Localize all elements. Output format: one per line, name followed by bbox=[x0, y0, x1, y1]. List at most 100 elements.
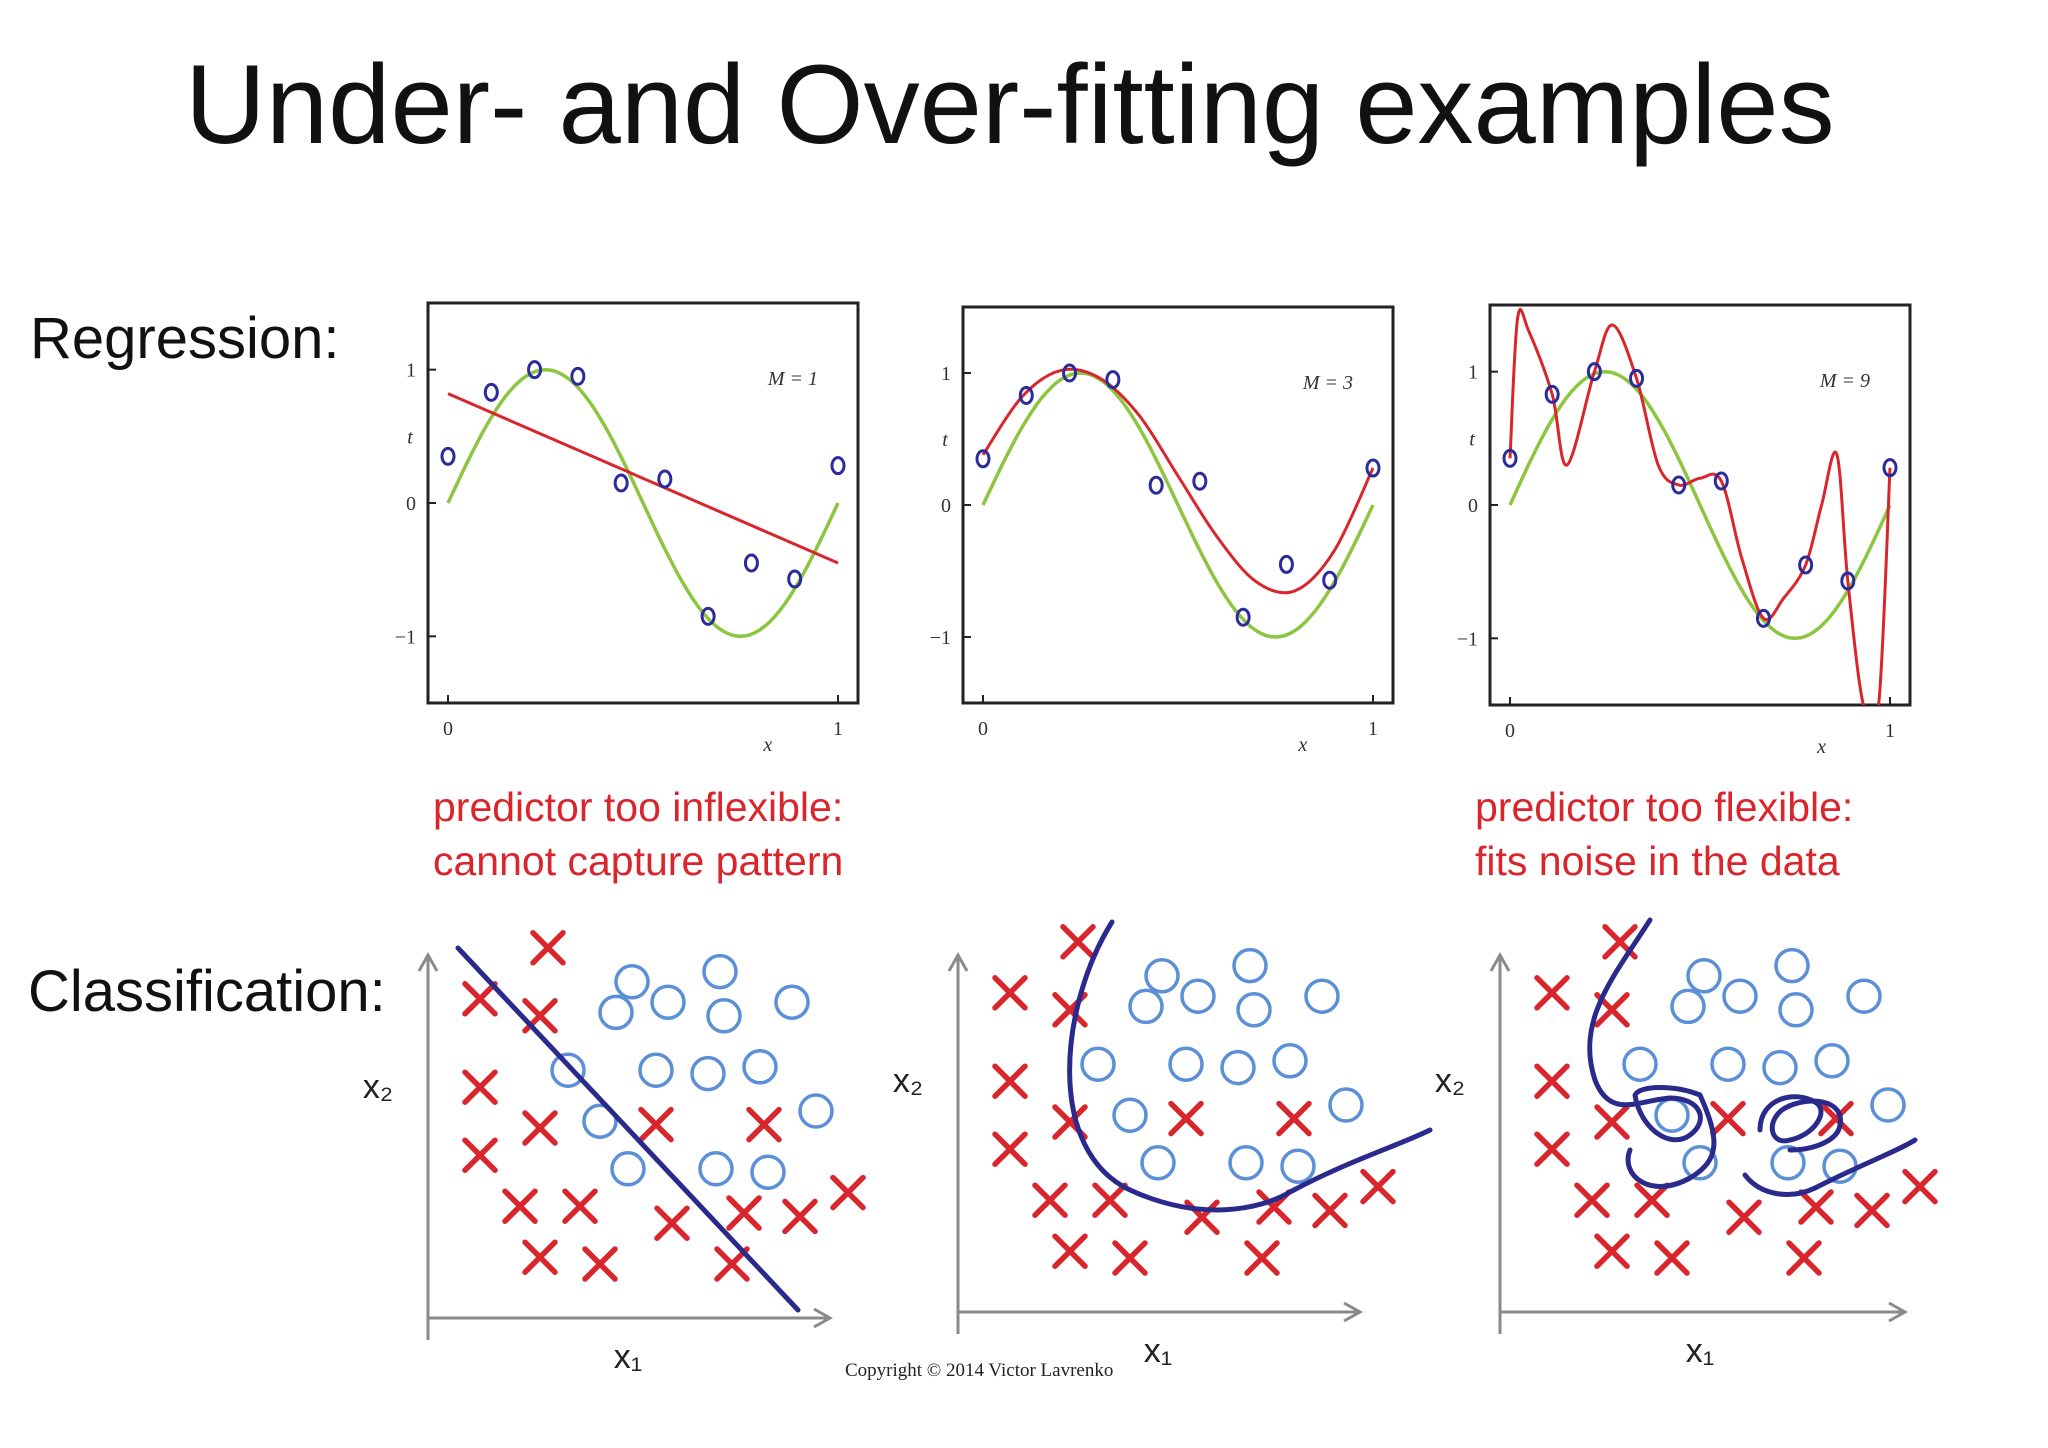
class-cross-point bbox=[1534, 1131, 1570, 1167]
class-cross-point bbox=[1710, 1100, 1746, 1137]
data-point bbox=[1840, 571, 1856, 591]
class-cross-point bbox=[1092, 1182, 1128, 1218]
class-cross-point bbox=[1634, 1182, 1670, 1218]
class-circle-point bbox=[598, 994, 634, 1031]
class-cross-point bbox=[502, 1188, 538, 1224]
class-cross-point bbox=[1244, 1240, 1280, 1276]
class-circle-point bbox=[1112, 1097, 1148, 1133]
x-axis-label: x bbox=[1297, 734, 1307, 756]
class-circle-point bbox=[1814, 1043, 1850, 1079]
data-point bbox=[613, 473, 629, 493]
data-point bbox=[830, 456, 846, 476]
data-point bbox=[1365, 458, 1381, 478]
class-circle-point bbox=[1080, 1046, 1116, 1082]
x-tick-label: 0 bbox=[443, 718, 453, 740]
data-point bbox=[570, 366, 586, 386]
x1-axis-label: x₁ bbox=[1686, 1332, 1714, 1370]
decision-boundary bbox=[1067, 919, 1433, 1213]
class-cross-point bbox=[530, 930, 566, 966]
x2-axis-label: x₂ bbox=[363, 1068, 393, 1106]
true-function-curve bbox=[981, 371, 1375, 639]
class-cross-point bbox=[1854, 1192, 1890, 1229]
slide-title: Under- and Over-fitting examples bbox=[185, 42, 1835, 167]
class-circle-point bbox=[1682, 1145, 1718, 1181]
class-cross-point bbox=[992, 1063, 1028, 1099]
class-cross-point bbox=[1276, 1100, 1312, 1137]
class-circle-point bbox=[1778, 992, 1814, 1028]
x-tick-label: 1 bbox=[1885, 720, 1895, 742]
class-circle-point bbox=[1168, 1046, 1204, 1082]
class-cross-point bbox=[830, 1174, 866, 1211]
data-point bbox=[787, 569, 803, 589]
class-cross-point bbox=[1112, 1240, 1148, 1276]
class-cross-point bbox=[1798, 1189, 1834, 1225]
class-circle-point bbox=[550, 1052, 586, 1088]
underfit-caption-line-1: predictor too inflexible: bbox=[433, 784, 844, 830]
class-circle-point bbox=[1710, 1046, 1746, 1082]
classification-row-label: Classification: bbox=[28, 959, 386, 1024]
class-cross-point bbox=[782, 1198, 818, 1235]
class-cross-point bbox=[462, 1069, 498, 1105]
class-circle-point bbox=[1280, 1148, 1316, 1184]
x1-axis-label: x₁ bbox=[614, 1338, 642, 1376]
class-cross-point bbox=[1818, 1100, 1854, 1137]
class-circle-point bbox=[1846, 978, 1882, 1014]
class-circle-point bbox=[1686, 958, 1722, 994]
class-cross-point bbox=[1052, 1233, 1088, 1269]
y-axis-label: t bbox=[1469, 428, 1475, 450]
overfit-caption: predictor too flexible: fits noise in th… bbox=[1475, 780, 1853, 888]
class-circle-point bbox=[706, 998, 742, 1034]
data-point bbox=[1502, 448, 1518, 468]
x2-axis-arrow bbox=[947, 951, 969, 972]
class-circle-point bbox=[1722, 978, 1758, 1014]
y-tick-label: 1 bbox=[1468, 362, 1478, 384]
class-cross-point bbox=[1360, 1168, 1396, 1205]
class-cross-point bbox=[992, 975, 1028, 1011]
class-circle-point bbox=[614, 964, 650, 1000]
data-point bbox=[483, 382, 499, 402]
underfit-caption-line-2: cannot capture pattern bbox=[433, 838, 844, 884]
class-circle-point bbox=[1304, 978, 1340, 1014]
data-point bbox=[1192, 471, 1208, 491]
class-cross-point bbox=[1032, 1182, 1068, 1218]
class-circle-point bbox=[1328, 1087, 1364, 1123]
class-cross-point bbox=[562, 1188, 598, 1224]
class-cross-point bbox=[462, 1137, 498, 1173]
data-point bbox=[1062, 363, 1078, 383]
x1-axis-arrow bbox=[813, 1307, 834, 1329]
data-point bbox=[1713, 471, 1729, 491]
data-point bbox=[1235, 607, 1251, 627]
model-order-label: M = 1 bbox=[767, 368, 818, 390]
x-axis-label: x bbox=[1816, 736, 1826, 758]
class-cross-point bbox=[462, 981, 498, 1017]
class-cross-point bbox=[992, 1131, 1028, 1167]
class-circle-point bbox=[1622, 1046, 1658, 1082]
class-circle-point bbox=[638, 1052, 674, 1088]
y-axis-label: t bbox=[407, 426, 413, 448]
class-circle-point bbox=[1272, 1043, 1308, 1079]
x1-axis-arrow bbox=[1888, 1301, 1909, 1323]
class-circle-point bbox=[1670, 988, 1706, 1025]
fitted-line bbox=[447, 392, 839, 565]
data-point bbox=[1544, 384, 1560, 404]
class-circle-point bbox=[582, 1103, 618, 1139]
y-tick-label: −1 bbox=[930, 627, 951, 649]
class-cross-point bbox=[582, 1246, 618, 1282]
data-point bbox=[1586, 362, 1602, 382]
data-point bbox=[527, 360, 543, 380]
x-tick-label: 0 bbox=[1505, 720, 1515, 742]
class-cross-point bbox=[746, 1106, 782, 1143]
class-circle-point bbox=[698, 1151, 734, 1187]
class-circle-point bbox=[690, 1055, 726, 1092]
x2-axis-label: x₂ bbox=[893, 1062, 923, 1100]
data-point bbox=[1148, 475, 1164, 495]
y-tick-label: −1 bbox=[395, 626, 416, 648]
data-point bbox=[440, 446, 456, 466]
true-function-curve bbox=[446, 367, 840, 639]
data-point bbox=[1755, 608, 1771, 628]
data-point bbox=[1671, 475, 1687, 495]
class-cross-point bbox=[522, 1110, 558, 1146]
class-cross-point bbox=[1786, 1240, 1822, 1276]
class-circle-point bbox=[1236, 992, 1272, 1028]
